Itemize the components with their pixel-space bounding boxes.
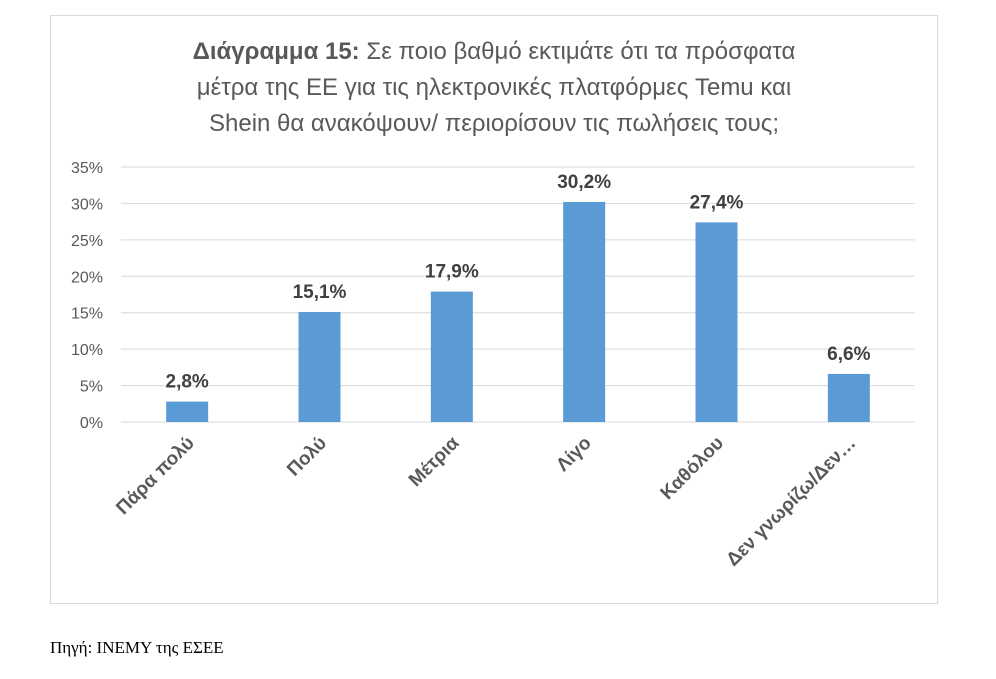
data-label: 6,6% — [827, 344, 870, 365]
category-label: Δεν γνωρίζω/Δεν… — [722, 433, 860, 571]
data-label: 30,2% — [557, 172, 611, 193]
data-label: 15,1% — [293, 282, 347, 303]
category-label: Λίγο — [552, 433, 595, 476]
y-tick-label: 25% — [71, 233, 103, 250]
bar — [166, 401, 209, 422]
chart-title-bold: Διάγραμμα 15: — [192, 38, 360, 65]
category-label: Πάρα πολύ — [112, 433, 198, 519]
y-tick-label: 5% — [80, 379, 103, 396]
bar — [563, 201, 606, 422]
bar — [298, 311, 341, 422]
bar — [695, 222, 738, 422]
data-label: 17,9% — [425, 262, 479, 283]
category-label: Πολύ — [283, 433, 331, 481]
y-tick-label: 35% — [71, 160, 103, 177]
y-tick-label: 0% — [80, 415, 103, 432]
source-note: Πηγή: ΙΝΕΜΥ της ΕΣΕΕ — [50, 638, 224, 657]
y-tick-label: 20% — [71, 269, 103, 286]
data-label: 27,4% — [690, 192, 744, 213]
y-tick-label: 30% — [71, 196, 103, 213]
chart-title-line-3: Shein θα ανακόψουν/ περιορίσουν τις πωλή… — [208, 110, 779, 137]
chart-title-line-2: μέτρα της ΕΕ για τις ηλεκτρονικές πλατφό… — [196, 74, 792, 101]
bar — [430, 291, 473, 422]
y-tick-label: 10% — [71, 342, 103, 359]
data-label: 2,8% — [166, 372, 209, 393]
bar — [827, 373, 870, 422]
category-label: Μέτρια — [405, 432, 464, 491]
chart-title-line-1: Σε ποιο βαθμό εκτιμάτε ότι τα πρόσφατα — [359, 38, 796, 65]
category-label: Καθόλου — [657, 433, 728, 504]
chart-title: Διάγραμμα 15: Σε ποιο βαθμό εκτιμάτε ότι… — [50, 34, 938, 142]
y-tick-label: 15% — [71, 306, 103, 323]
chart-frame — [50, 15, 938, 604]
